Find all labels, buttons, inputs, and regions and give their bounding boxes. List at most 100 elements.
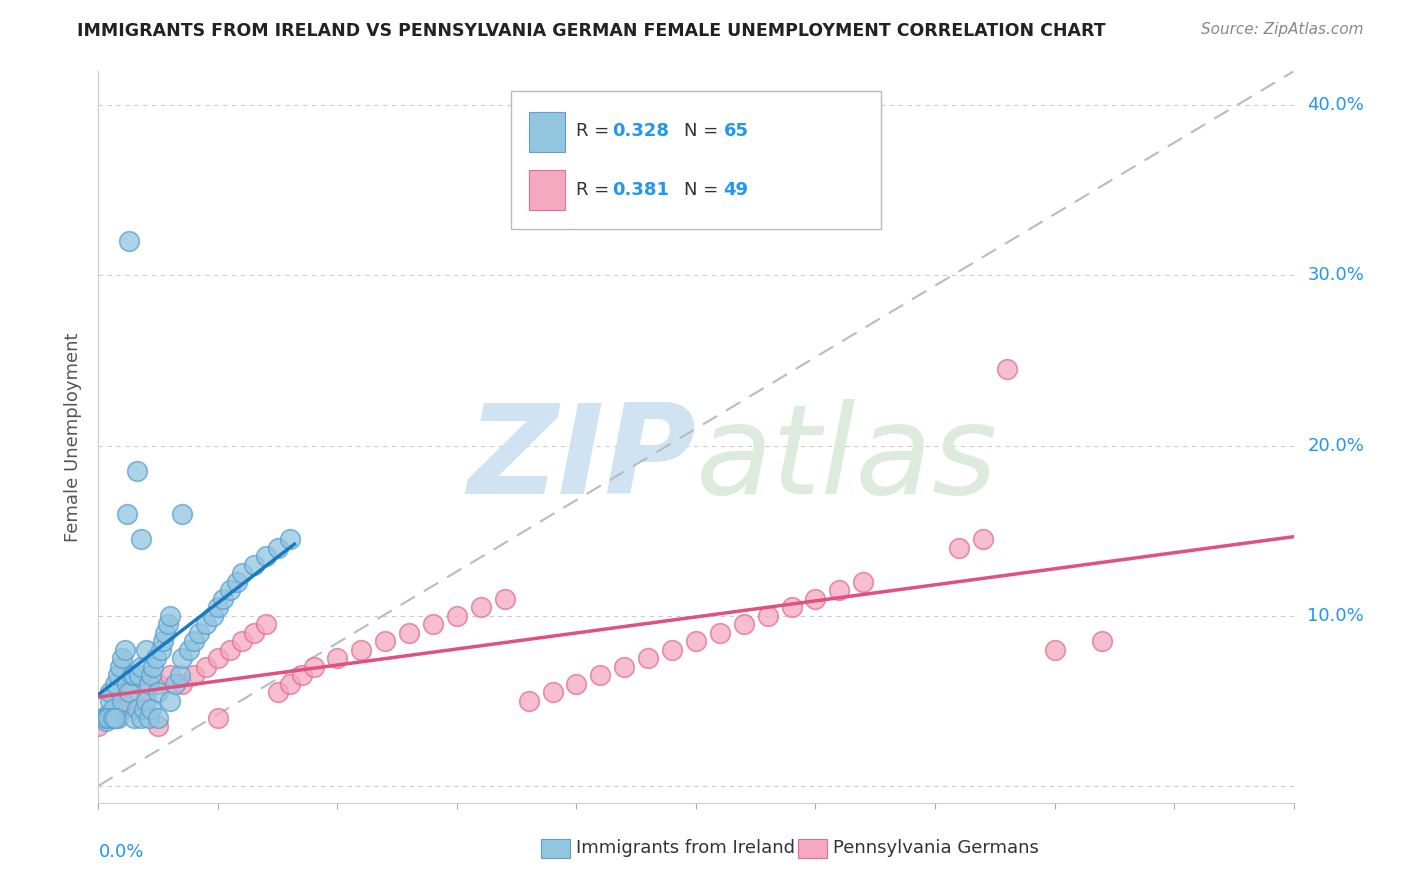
Text: N =: N = xyxy=(685,122,724,140)
Point xyxy=(115,507,138,521)
Point xyxy=(148,685,170,699)
Point xyxy=(243,558,266,572)
Point xyxy=(219,642,242,657)
Point xyxy=(995,362,1018,376)
Point xyxy=(101,702,124,716)
FancyBboxPatch shape xyxy=(797,839,827,858)
Point xyxy=(187,625,209,640)
Point xyxy=(374,634,396,648)
FancyBboxPatch shape xyxy=(529,170,565,211)
Point xyxy=(98,711,122,725)
Point xyxy=(148,677,170,691)
Point xyxy=(470,600,492,615)
Point xyxy=(124,711,146,725)
Point xyxy=(207,651,229,665)
Point xyxy=(131,659,153,673)
Point xyxy=(231,634,253,648)
Point xyxy=(254,549,277,563)
Point xyxy=(149,642,172,657)
Point xyxy=(541,685,564,699)
Point xyxy=(111,694,134,708)
Point xyxy=(278,532,301,546)
Point xyxy=(125,464,148,478)
Text: 30.0%: 30.0% xyxy=(1308,267,1364,285)
Point xyxy=(685,634,707,648)
Y-axis label: Female Unemployment: Female Unemployment xyxy=(65,333,83,541)
Point xyxy=(124,694,146,708)
FancyBboxPatch shape xyxy=(541,839,571,858)
Text: 65: 65 xyxy=(724,122,748,140)
Point xyxy=(172,677,194,691)
Point xyxy=(169,668,191,682)
Point xyxy=(207,600,229,615)
Point xyxy=(87,719,110,733)
Point xyxy=(132,702,155,716)
Point xyxy=(172,651,194,665)
Text: N =: N = xyxy=(685,181,724,199)
Point xyxy=(138,677,160,691)
Text: 0.381: 0.381 xyxy=(613,181,669,199)
Point xyxy=(291,668,314,682)
Point xyxy=(155,625,177,640)
Point xyxy=(145,651,167,665)
Point xyxy=(852,574,875,589)
Point xyxy=(163,677,186,691)
Point xyxy=(195,659,218,673)
Point xyxy=(91,711,114,725)
Point xyxy=(183,634,205,648)
Point xyxy=(111,702,134,716)
Point xyxy=(135,642,157,657)
Point xyxy=(148,719,170,733)
Point xyxy=(142,659,165,673)
Point xyxy=(219,583,242,598)
Point xyxy=(159,694,181,708)
Point xyxy=(350,642,373,657)
Text: atlas: atlas xyxy=(696,399,998,519)
Point xyxy=(1091,634,1114,648)
Point xyxy=(613,659,636,673)
Point xyxy=(733,617,755,632)
Text: 10.0%: 10.0% xyxy=(1308,607,1364,624)
Point xyxy=(637,651,659,665)
Point xyxy=(101,711,124,725)
Point xyxy=(128,668,150,682)
Point xyxy=(804,591,827,606)
Point xyxy=(398,625,420,640)
Point xyxy=(422,617,444,632)
Point xyxy=(267,541,290,555)
Point xyxy=(179,642,201,657)
Point xyxy=(118,235,141,249)
Point xyxy=(195,617,218,632)
Text: 40.0%: 40.0% xyxy=(1308,96,1364,114)
Point xyxy=(135,685,157,699)
Point xyxy=(94,711,117,725)
Point xyxy=(172,507,194,521)
Point xyxy=(156,617,179,632)
Point xyxy=(972,532,994,546)
Point xyxy=(517,694,540,708)
Point xyxy=(159,668,181,682)
Point xyxy=(131,711,153,725)
Point xyxy=(226,574,249,589)
Point xyxy=(114,642,136,657)
Point xyxy=(118,685,141,699)
Point xyxy=(131,532,153,546)
Point xyxy=(1043,642,1066,657)
Point xyxy=(104,711,127,725)
Point xyxy=(780,600,803,615)
Point xyxy=(948,541,970,555)
FancyBboxPatch shape xyxy=(510,91,882,228)
Point xyxy=(139,668,162,682)
Point xyxy=(756,608,779,623)
Point xyxy=(107,711,129,725)
Point xyxy=(97,711,120,725)
Point xyxy=(326,651,349,665)
Point xyxy=(589,668,612,682)
Point xyxy=(828,583,851,598)
Point xyxy=(94,714,117,728)
Text: Immigrants from Ireland: Immigrants from Ireland xyxy=(576,839,796,857)
Point xyxy=(709,625,731,640)
Point xyxy=(302,659,325,673)
Text: IMMIGRANTS FROM IRELAND VS PENNSYLVANIA GERMAN FEMALE UNEMPLOYMENT CORRELATION C: IMMIGRANTS FROM IRELAND VS PENNSYLVANIA … xyxy=(77,22,1107,40)
Point xyxy=(125,702,148,716)
